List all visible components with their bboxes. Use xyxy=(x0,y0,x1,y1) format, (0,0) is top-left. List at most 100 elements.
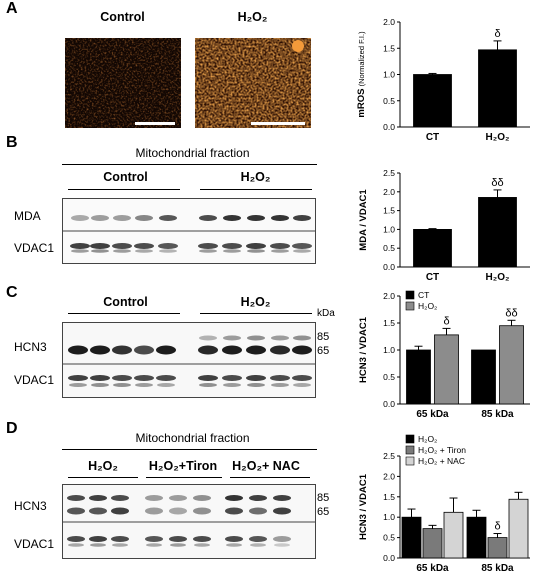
bar xyxy=(413,74,452,128)
blot-band xyxy=(67,495,85,501)
bar xyxy=(478,49,517,128)
blot-band xyxy=(145,536,163,542)
blot-band xyxy=(134,345,154,355)
blot-band xyxy=(113,215,131,221)
bar xyxy=(422,528,443,559)
blot-band xyxy=(198,243,218,249)
blot-band xyxy=(223,383,241,387)
divider xyxy=(230,477,310,478)
y-tick-label: 0.0 xyxy=(383,553,395,563)
western-blot-c xyxy=(62,322,316,398)
blot-band xyxy=(223,249,241,253)
blot-band xyxy=(223,335,241,341)
blot-label-vdac1: VDAC1 xyxy=(14,537,55,551)
blot-band xyxy=(293,249,311,253)
blot-band xyxy=(68,543,84,547)
x-tick-label: 65 kDa xyxy=(416,409,449,420)
chart-d: 0.0 0.5 1.0 1.5 2.0 2.5 HCN3 / VDAC1 65 kDa δ 85 … xyxy=(358,434,530,574)
panel-c-h2o2-label: H₂O₂ xyxy=(240,295,271,309)
divider xyxy=(68,477,138,478)
divider xyxy=(68,189,180,190)
blot-band xyxy=(250,543,266,547)
y-tick-label: 2.0 xyxy=(383,291,395,301)
legend-label: H₂O₂ xyxy=(418,301,437,311)
kda-label: kDa xyxy=(317,308,335,319)
blot-band xyxy=(169,495,187,501)
blot-band xyxy=(226,543,242,547)
blot-band xyxy=(271,335,289,341)
y-tick-label: 2.0 xyxy=(383,17,395,27)
mw-marker-65: 65 xyxy=(317,345,330,357)
blot-band xyxy=(111,507,129,515)
divider xyxy=(62,164,317,165)
blot-band xyxy=(271,215,289,221)
panel-b-control-label: Control xyxy=(103,170,148,184)
blot-band xyxy=(225,495,243,501)
panel-d-letter: D xyxy=(6,420,18,437)
blot-band xyxy=(71,215,89,221)
x-tick-label: CT xyxy=(426,272,439,283)
blot-band xyxy=(249,536,267,542)
y-tick-label: 1.0 xyxy=(383,70,395,80)
y-axis-label: MDA / VDAC1 xyxy=(358,189,369,251)
y-tick-label: 1.5 xyxy=(383,206,395,216)
panel-c-letter: C xyxy=(6,284,18,301)
y-tick-label: 0.0 xyxy=(383,399,395,409)
y-tick-label: 2.0 xyxy=(383,187,395,197)
significance-marker: δδ xyxy=(491,177,503,189)
blot-band xyxy=(91,383,109,387)
x-tick-label: 85 kDa xyxy=(481,409,514,420)
y-tick-label: 0.0 xyxy=(383,122,395,132)
panel-a-letter: A xyxy=(6,0,18,17)
blot-band xyxy=(112,243,132,249)
scale-bar xyxy=(135,122,175,125)
blot-band xyxy=(134,243,154,249)
blot-band xyxy=(91,249,109,253)
blot-band xyxy=(111,536,129,542)
blot-band xyxy=(113,383,131,387)
blot-band xyxy=(157,383,175,387)
blot-band xyxy=(193,507,211,515)
blot-band xyxy=(198,345,218,355)
blot-band xyxy=(90,543,106,547)
bar xyxy=(401,516,422,559)
blot-band xyxy=(292,375,312,381)
bar xyxy=(499,325,524,405)
x-tick-label: H₂O₂ xyxy=(486,132,510,142)
chart-c: 0.0 0.5 1.0 1.5 2.0 HCN3 / VDAC1 δ 65 kDa δδ 85 k… xyxy=(358,290,530,420)
blot-band xyxy=(158,243,178,249)
blot-band xyxy=(194,543,210,547)
y-tick-label: 0.5 xyxy=(383,533,395,543)
blot-band xyxy=(270,243,290,249)
blot-band xyxy=(89,536,107,542)
blot-band xyxy=(222,345,242,355)
blot-band xyxy=(68,345,88,355)
x-tick-label: CT xyxy=(426,132,439,142)
y-tick-label: 0.5 xyxy=(383,243,395,253)
blot-band xyxy=(247,383,265,387)
legend-swatch xyxy=(405,301,415,311)
blot-band xyxy=(222,375,242,381)
y-tick-label: 0.0 xyxy=(383,262,395,272)
divider xyxy=(62,449,317,450)
blot-band xyxy=(67,536,85,542)
western-blot-b xyxy=(62,198,316,264)
y-tick-label: 1.0 xyxy=(383,224,395,234)
blot-band xyxy=(249,507,267,515)
blot-band xyxy=(223,215,241,221)
legend-swatch xyxy=(405,290,415,300)
blot-band xyxy=(156,345,176,355)
micrograph-control xyxy=(65,38,181,128)
legend-swatch xyxy=(405,456,415,466)
blot-band xyxy=(112,543,128,547)
significance-marker: δ xyxy=(494,521,500,533)
x-tick-label: H₂O₂ xyxy=(486,272,510,283)
blot-band xyxy=(225,507,243,515)
blot-band xyxy=(68,375,88,381)
x-tick-label: 65 kDa xyxy=(416,563,449,574)
legend-swatch xyxy=(405,445,415,455)
western-blot-d xyxy=(62,484,316,559)
bar xyxy=(471,349,496,405)
blot-band xyxy=(89,507,107,515)
blot-band xyxy=(90,243,110,249)
